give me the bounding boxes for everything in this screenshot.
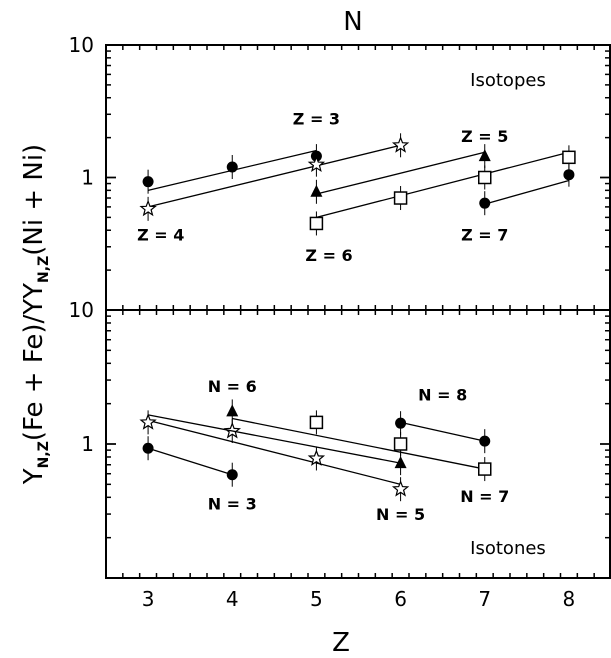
fit-line [147,144,401,208]
data-point-square [478,462,492,476]
series-label: N = 5 [376,505,425,524]
data-point-circle [226,469,238,481]
series-label: Z = 4 [137,226,184,245]
data-point-square [393,437,408,451]
data-point-square [562,150,576,165]
data-point-triangle [310,184,323,197]
series-label: Z = 3 [293,109,340,128]
x-tick-label: 8 [563,587,576,611]
data-point-circle [142,176,154,188]
data-point-star [391,136,410,153]
x-tick-label: 3 [142,587,155,611]
series-label: Z = 7 [461,226,508,245]
x-tick-label: 4 [226,587,239,611]
y-tick-label: 1 [81,166,94,190]
x-tick-label: 7 [478,587,491,611]
y-axis-label-part4: (Ni + Ni) [19,144,49,256]
data-point-circle [479,197,491,209]
x-axis-label: Z [332,628,350,658]
data-point-square [309,415,324,430]
isotones-panel-label: Isotones [470,538,546,559]
data-point-star [391,480,410,497]
series-label: Z = 5 [461,127,508,146]
fit-line [316,151,570,219]
data-point-circle [479,435,491,447]
data-point-circle [142,442,154,454]
y-axis-label-part1: Y [19,468,49,485]
y-axis-label: YN,Z(Fe + Fe)/YYN,Z(Ni + Ni) [19,144,52,485]
y-axis-label-sub2: N,Z [36,256,52,283]
data-point-triangle [478,149,491,162]
data-point-star [139,413,157,430]
fit-line [400,421,485,442]
data-point-square [478,170,492,185]
series-label: N = 6 [208,377,257,396]
data-point-star [307,449,326,466]
fit-line [147,447,233,476]
fit-line [232,417,485,470]
fit-line [147,414,401,464]
y-tick-label: 10 [69,33,94,57]
isotopes-panel-label: Isotopes [470,70,546,91]
data-point-circle [226,161,238,173]
axes: 10 1 10 1 3 4 5 6 7 8 [69,33,611,611]
chart-title: N [343,7,362,37]
x-tick-label: 6 [394,587,407,611]
y-tick-label: 10 [69,298,94,322]
data-point-triangle [226,404,239,417]
data-point-square [393,191,408,205]
fit-line [147,419,401,485]
series-label: N = 3 [208,494,257,513]
data-point-square [309,216,324,231]
data-point-star [139,199,157,217]
series-label: N = 8 [418,385,467,404]
y-axis-label-part3: Y [19,283,49,300]
y-axis-label-part2: (Fe + Fe)/Y [19,299,49,441]
y-tick-label: 1 [81,432,94,456]
data-point-circle [395,417,407,429]
isotopes-panel: Z = 3 Z = 4 Z = 5 Z = 6 Z = 7 [137,109,576,265]
isotones-panel: N = 3 N = 5 N = 6 N = 7 N = 8 [139,377,509,524]
data-point-star [307,155,326,173]
series-label: Z = 6 [305,246,352,265]
fit-line [484,179,570,205]
data-point-triangle [394,456,407,469]
y-axis-label-sub1: N,Z [36,441,52,468]
series-label: N = 7 [460,487,509,506]
fit-line [316,151,485,195]
x-tick-label: 5 [310,587,323,611]
data-point-circle [563,169,575,181]
svg-text:YN,Z(Fe + Fe)/YYN,Z(Ni + Ni): YN,Z(Fe + Fe)/YYN,Z(Ni + Ni) [19,144,52,485]
